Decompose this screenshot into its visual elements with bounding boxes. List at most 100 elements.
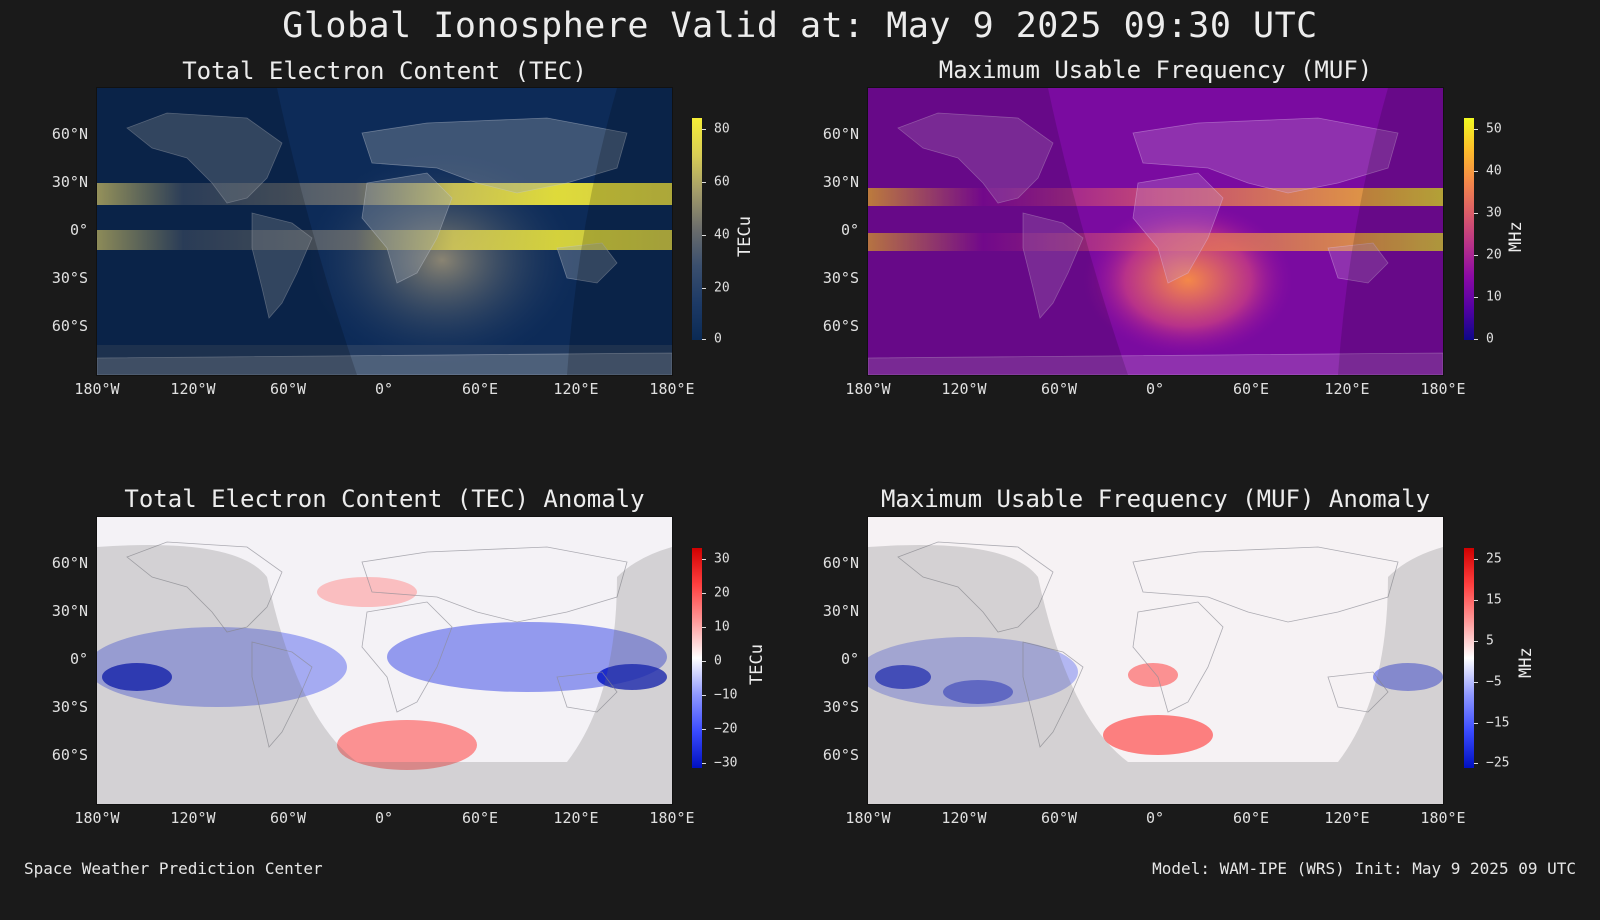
tec-anomaly-colorbar-label: TECu [747, 644, 767, 685]
muf-xtick: 180°W [845, 380, 891, 398]
muf-anomaly-pos-south [1103, 715, 1213, 755]
eurasia-outline [1132, 117, 1399, 194]
tec-xtick: 120°W [170, 380, 216, 398]
muf-anomaly-colorbar-tickmark [1474, 600, 1478, 601]
tec-colorbar-tick: 80 [714, 121, 730, 137]
tec-anomaly-map [96, 516, 673, 805]
tec-anomaly-neg-core [102, 663, 172, 691]
muf-anomaly-ytick: 30°N [822, 602, 859, 620]
muf-colorbar-tick: 50 [1486, 121, 1502, 137]
muf-colorbar-tick: 40 [1486, 163, 1502, 179]
muf-anomaly-colorbar-tick: 15 [1486, 592, 1502, 608]
tec-colorbar-tick: 0 [714, 331, 722, 347]
muf-anomaly-colorbar-tickmark [1474, 723, 1478, 724]
tec-xtick: 180°W [74, 380, 120, 398]
tec-ytick: 60°N [51, 125, 88, 143]
tec-equatorial-band-south [97, 230, 672, 250]
muf-colorbar-tick: 20 [1486, 247, 1502, 263]
muf-anomaly-ytick: 60°S [822, 746, 859, 764]
tec-anomaly-colorbar-tick: −30 [714, 755, 738, 771]
tec-anomaly-xtick: 180°W [74, 809, 120, 827]
tec-anomaly-colorbar-tickmark [702, 763, 706, 764]
muf-dayside [1038, 148, 1338, 368]
muf-anomaly-neg-pacific [1373, 663, 1443, 691]
tec-anomaly-colorbar-tickmark [702, 593, 706, 594]
muf-xtick: 0° [1145, 380, 1165, 398]
tec-xtick: 180°E [649, 380, 695, 398]
muf-colorbar-tickmark [1474, 213, 1478, 214]
muf-colorbar-tickmark [1474, 129, 1478, 130]
south-america-outline [251, 641, 313, 748]
tec-anomaly-colorbar-tickmark [702, 729, 706, 730]
muf-anomaly-neg-core-2 [943, 680, 1013, 704]
eurasia-outline [361, 117, 628, 194]
footer-model-info: Model: WAM-IPE (WRS) Init: May 9 2025 09… [1152, 859, 1576, 878]
muf-equatorial-band-north [868, 188, 1443, 206]
muf-anomaly-xtick: 60°E [1232, 809, 1270, 827]
muf-anomaly-xtick: 120°W [941, 809, 987, 827]
tec-anomaly-night-shade [97, 545, 672, 804]
africa-outline [1132, 601, 1224, 713]
tec-ytick: 30°N [51, 173, 88, 191]
north-america-outline [126, 541, 283, 633]
muf-anomaly-xtick: 0° [1145, 809, 1165, 827]
tec-anomaly-colorbar-tickmark [702, 661, 706, 662]
muf-anomaly-neg-core-1 [875, 665, 931, 689]
tec-colorbar-tick: 40 [714, 227, 730, 243]
tec-xtick: 0° [374, 380, 394, 398]
muf-anomaly-pos-africa [1128, 663, 1178, 687]
australia-outline [1327, 242, 1389, 284]
muf-xtick: 60°E [1232, 380, 1270, 398]
eurasia-outline [361, 546, 628, 623]
muf-map-svg [868, 88, 1443, 375]
south-america-outline [251, 212, 313, 319]
africa-outline [361, 601, 453, 713]
tec-anomaly-colorbar: 30 20 10 0 −10 −20 −30 [692, 548, 737, 771]
tec-anomaly-map-svg [97, 517, 672, 804]
tec-anomaly-colorbar-tickmark [702, 559, 706, 560]
tec-anomaly-landmasses [126, 541, 628, 748]
muf-anomaly-colorbar-tickmark [1474, 763, 1478, 764]
muf-colorbar-tickmark [1474, 297, 1478, 298]
tec-ytick: 60°S [51, 317, 88, 335]
tec-ytick: 30°S [51, 269, 88, 287]
tec-anomaly-ytick: 0° [69, 650, 88, 668]
tec-anomaly-colorbar-tick: 20 [714, 585, 730, 601]
tec-night-shade [97, 88, 672, 375]
muf-landmasses [868, 112, 1443, 375]
muf-equatorial-band-south [868, 233, 1443, 251]
tec-anomaly-colorbar-tick: 0 [714, 653, 722, 669]
tec-map [96, 87, 673, 376]
tec-colorbar-tickmark [702, 339, 706, 340]
tec-anomaly-xtick: 120°E [553, 809, 599, 827]
muf-anomaly-colorbar-tick: −15 [1486, 715, 1510, 731]
tec-colorbar-tick: 20 [714, 280, 730, 296]
tec-anomaly-xtick: 60°W [269, 809, 307, 827]
tec-anomaly-colorbar-tick: −10 [714, 687, 738, 703]
muf-anomaly-colorbar-tick: 5 [1486, 633, 1494, 649]
tec-landmasses [97, 112, 672, 375]
south-america-outline [1022, 641, 1084, 748]
tec-xtick: 60°W [269, 380, 307, 398]
tec-ytick: 0° [69, 221, 88, 239]
muf-xtick: 60°W [1040, 380, 1078, 398]
tec-anomaly-colorbar-tickmark [702, 695, 706, 696]
muf-anomaly-colorbar-tickmark [1474, 559, 1478, 560]
tec-colorbar-tick: 60 [714, 174, 730, 190]
muf-colorbar-label: MHz [1506, 221, 1526, 252]
tec-anomaly-pos-south [337, 720, 477, 770]
tec-anomaly-pos-north [317, 577, 417, 607]
tec-anomaly-xtick: 0° [374, 809, 394, 827]
muf-anomaly-ytick: 0° [840, 650, 859, 668]
australia-outline [556, 671, 618, 713]
muf-anomaly-colorbar-tick: 25 [1486, 551, 1502, 567]
tec-map-svg [97, 88, 672, 375]
muf-ytick: 60°N [822, 125, 859, 143]
muf-colorbar: 50 40 30 20 10 0 [1464, 118, 1502, 347]
tec-colorbar: 80 60 40 20 0 [692, 118, 730, 347]
north-america-outline [897, 112, 1054, 204]
muf-anomaly-xtick: 180°W [845, 809, 891, 827]
tec-anomaly-ytick: 60°N [51, 554, 88, 572]
muf-colorbar-tickmark [1474, 255, 1478, 256]
muf-xtick: 120°E [1324, 380, 1370, 398]
